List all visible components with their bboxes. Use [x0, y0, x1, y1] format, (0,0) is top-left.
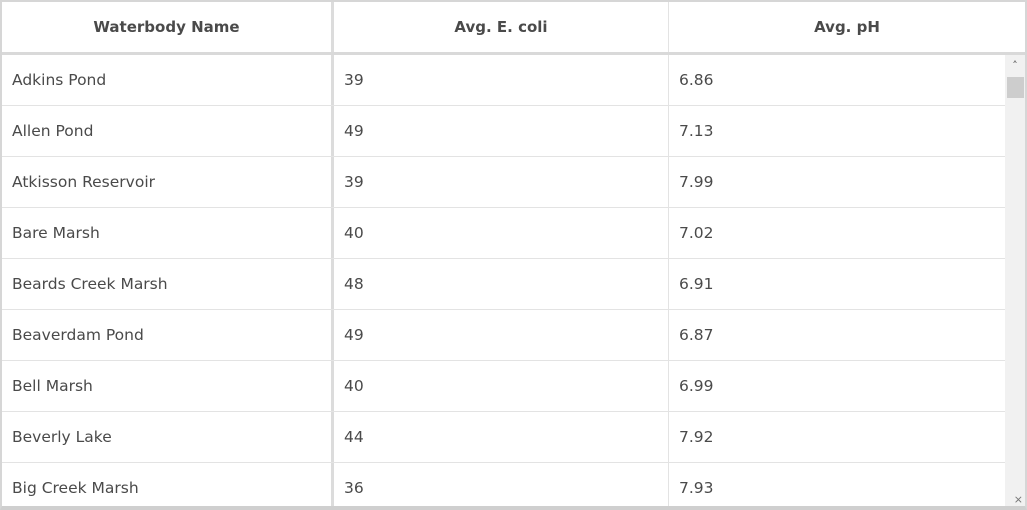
cell-avg-ph: 7.99 — [679, 173, 714, 191]
table-row[interactable]: Atkisson Reservoir 39 7.99 — [2, 157, 1005, 208]
table-header: Waterbody Name Avg. E. coli Avg. pH — [2, 2, 1025, 55]
cell-avg-ph: 6.87 — [679, 326, 714, 344]
cell-avg-ecoli: 39 — [334, 55, 669, 105]
table-row[interactable]: Beaverdam Pond 49 6.87 — [2, 310, 1005, 361]
table-body: Adkins Pond 39 6.86 Allen Pond 49 7.13 Atkisso… — [2, 55, 1005, 506]
cell-avg-ecoli: 49 — [334, 310, 669, 360]
column-header-waterbody-name[interactable]: Waterbody Name — [2, 2, 334, 52]
cell-avg-ph: 6.91 — [679, 275, 714, 293]
cell-avg-ecoli: 40 — [334, 208, 669, 258]
scrollbar-thumb[interactable] — [1007, 77, 1024, 98]
column-header-avg-ph[interactable]: Avg. pH — [814, 18, 880, 36]
cell-waterbody-name: Atkisson Reservoir — [2, 157, 334, 207]
cell-waterbody-name: Beverly Lake — [2, 412, 334, 462]
table-row[interactable]: Adkins Pond 39 6.86 — [2, 55, 1005, 106]
table-row[interactable]: Allen Pond 49 7.13 — [2, 106, 1005, 157]
table-row[interactable]: Bell Marsh 40 6.99 — [2, 361, 1005, 412]
cell-waterbody-name: Big Creek Marsh — [2, 463, 334, 506]
cell-waterbody-name: Beards Creek Marsh — [2, 259, 334, 309]
table-row[interactable]: Big Creek Marsh 36 7.93 — [2, 463, 1005, 506]
cell-waterbody-name: Bare Marsh — [2, 208, 334, 258]
cell-waterbody-name: Beaverdam Pond — [2, 310, 334, 360]
resize-grip-icon[interactable]: ⨯ — [1013, 493, 1023, 506]
cell-avg-ecoli: 44 — [334, 412, 669, 462]
cell-avg-ecoli: 36 — [334, 463, 669, 506]
table-row[interactable]: Bare Marsh 40 7.02 — [2, 208, 1005, 259]
cell-avg-ecoli: 48 — [334, 259, 669, 309]
cell-avg-ph: 7.13 — [679, 122, 714, 140]
cell-avg-ph: 7.93 — [679, 479, 714, 497]
vertical-scrollbar[interactable]: ˄ ⨯ — [1005, 55, 1025, 506]
cell-avg-ph: 6.99 — [679, 377, 714, 395]
table-row[interactable]: Beverly Lake 44 7.92 — [2, 412, 1005, 463]
table-row[interactable]: Beards Creek Marsh 48 6.91 — [2, 259, 1005, 310]
cell-avg-ph: 6.86 — [679, 71, 714, 89]
column-header-avg-ecoli[interactable]: Avg. E. coli — [334, 2, 669, 52]
cell-avg-ph: 7.02 — [679, 224, 714, 242]
chevron-up-icon[interactable]: ˄ — [1012, 59, 1018, 72]
cell-avg-ph: 7.92 — [679, 428, 714, 446]
cell-waterbody-name: Adkins Pond — [2, 55, 334, 105]
cell-waterbody-name: Bell Marsh — [2, 361, 334, 411]
cell-avg-ecoli: 49 — [334, 106, 669, 156]
cell-waterbody-name: Allen Pond — [2, 106, 334, 156]
cell-avg-ecoli: 40 — [334, 361, 669, 411]
cell-avg-ecoli: 39 — [334, 157, 669, 207]
